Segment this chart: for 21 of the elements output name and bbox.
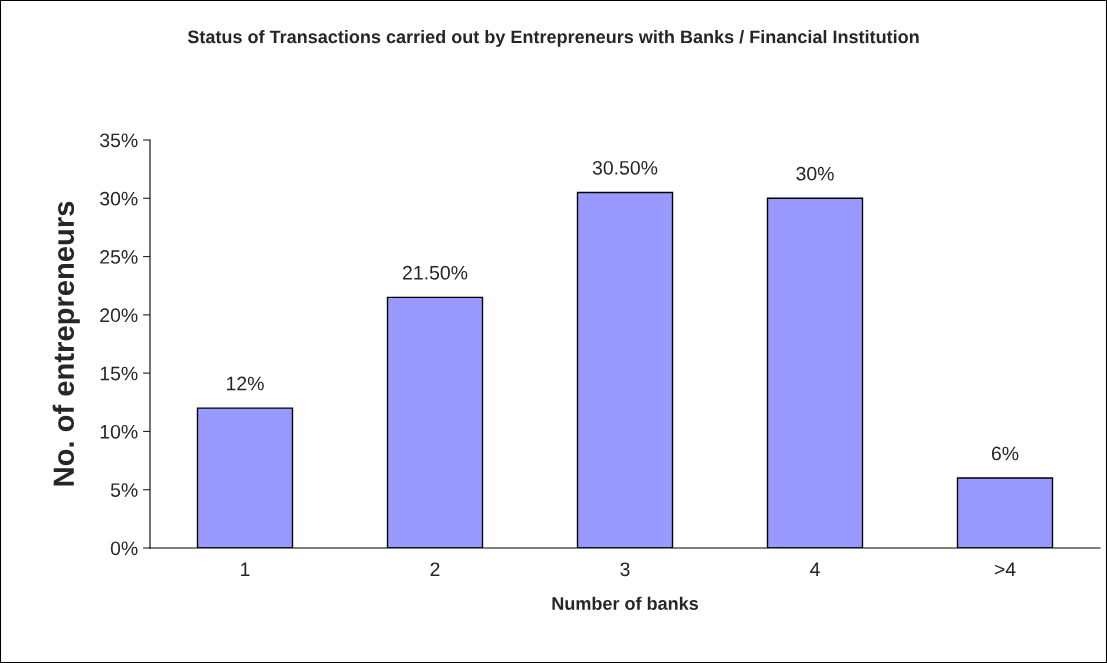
chart-title: Status of Transactions carried out by Entrepreneurs with Banks / Financial Institution (187, 30, 919, 47)
y-tick-label: 0% (110, 541, 138, 556)
x-tick-label: 1 (241, 562, 250, 576)
y-tick-label: 20% (100, 308, 138, 323)
y-tick-label: 5% (110, 483, 138, 497)
y-tick-label: 35% (100, 133, 138, 148)
data-label: 21.50% (403, 265, 468, 280)
data-label: 30.50% (592, 160, 658, 175)
x-tick-label: 3 (620, 562, 630, 577)
y-tick-label: 10% (100, 424, 138, 439)
data-label: 12% (227, 376, 264, 391)
y-tick-label: 25% (100, 250, 138, 264)
y-tick-label: 30% (100, 191, 138, 206)
data-label: 30% (796, 166, 834, 181)
x-tick-label: 4 (810, 562, 820, 576)
x-tick-label: >4 (994, 562, 1016, 576)
x-tick-label: 2 (430, 562, 440, 576)
y-axis-title: No. of entrepreneurs (52, 201, 80, 486)
x-axis-title: Number of banks (552, 596, 698, 610)
data-label: 6% (991, 446, 1019, 461)
y-tick-label: 15% (100, 366, 138, 381)
